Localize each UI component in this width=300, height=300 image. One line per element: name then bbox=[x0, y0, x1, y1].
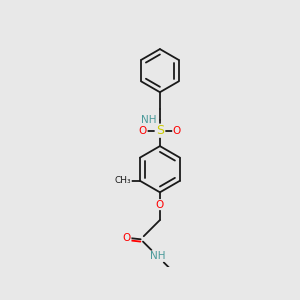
Text: NH: NH bbox=[141, 115, 157, 125]
Text: O: O bbox=[156, 200, 164, 210]
Text: O: O bbox=[173, 126, 181, 136]
Text: CH₃: CH₃ bbox=[115, 176, 131, 185]
Text: NH: NH bbox=[150, 251, 165, 261]
Text: S: S bbox=[156, 124, 164, 137]
Text: O: O bbox=[123, 233, 131, 243]
Text: O: O bbox=[139, 126, 147, 136]
